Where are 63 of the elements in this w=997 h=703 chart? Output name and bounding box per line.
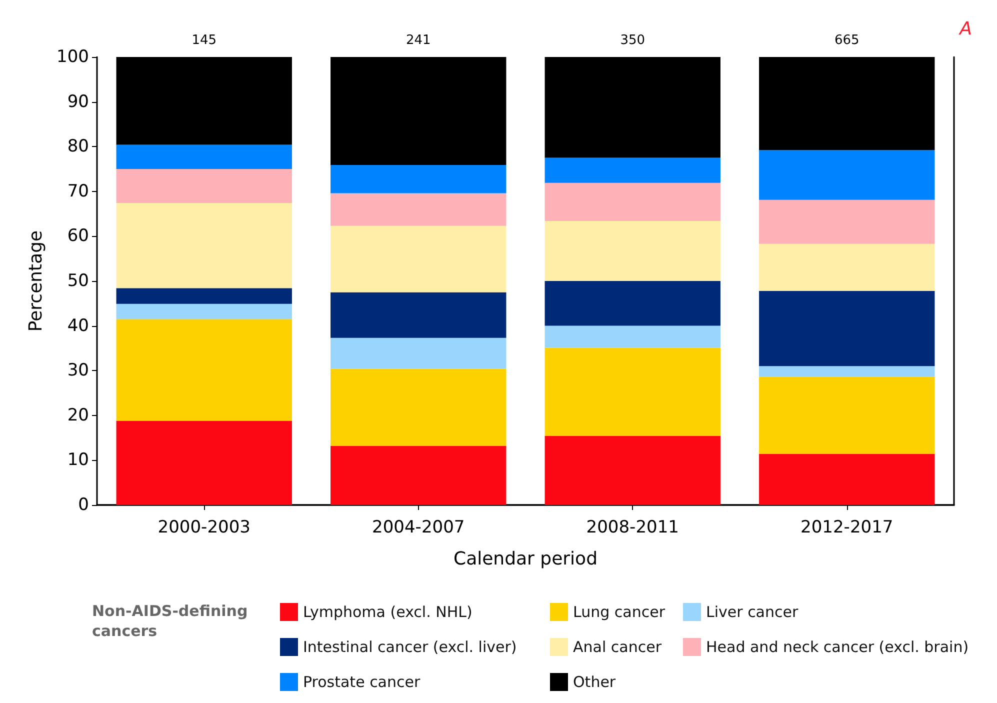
legend-label: Lung cancer xyxy=(573,603,666,621)
legend-label: Other xyxy=(573,673,616,691)
y-tick-label: 10 xyxy=(67,450,89,470)
bar xyxy=(759,150,935,200)
text: 350 xyxy=(620,33,646,48)
text: 145 xyxy=(192,33,217,48)
bar xyxy=(116,420,292,505)
x-axis-title: Calendar period xyxy=(454,548,598,570)
bar xyxy=(116,169,292,204)
x-tick-label: 2008-2011 xyxy=(586,518,679,538)
bar xyxy=(330,368,506,446)
bar xyxy=(116,57,292,145)
bar xyxy=(330,193,506,226)
bar xyxy=(330,226,506,292)
legend-label: Anal cancer xyxy=(573,638,662,656)
bar xyxy=(544,182,720,221)
x-tick-label: 2004-2007 xyxy=(372,518,465,538)
y-tick-label: 70 xyxy=(67,181,89,202)
legend-label: Head and neck cancer (excl. brain) xyxy=(706,638,969,656)
x-tick-label: 2012-2017 xyxy=(800,518,894,538)
bar xyxy=(116,288,292,304)
bar xyxy=(759,290,935,366)
bar xyxy=(116,203,292,288)
legend-label: Intestinal cancer (excl. liver) xyxy=(303,638,517,656)
legend-title: Non-AIDS-defining cancers xyxy=(92,602,248,640)
text: 665 xyxy=(834,33,860,48)
y-tick-label: 30 xyxy=(67,360,89,381)
bar xyxy=(544,220,720,281)
bar xyxy=(759,366,935,377)
y-tick-label: 50 xyxy=(67,271,89,291)
bar xyxy=(330,446,506,505)
bar xyxy=(759,57,935,150)
bar xyxy=(544,326,720,348)
bar xyxy=(330,292,506,338)
y-tick-label: 90 xyxy=(67,92,89,112)
bar xyxy=(544,436,720,505)
bar xyxy=(116,304,292,320)
text: A xyxy=(958,18,972,40)
y-axis-title: Percentage xyxy=(26,230,46,332)
bar xyxy=(759,376,935,454)
bar xyxy=(759,244,935,291)
text: 241 xyxy=(406,33,431,48)
bar xyxy=(116,319,292,421)
y-tick-label: 20 xyxy=(67,405,89,426)
x-tick-label: 2000-2003 xyxy=(158,518,250,538)
bar xyxy=(544,348,720,436)
legend-label: Prostate cancer xyxy=(303,673,421,691)
y-tick-label: 60 xyxy=(67,226,89,246)
y-tick-label: 100 xyxy=(56,47,89,67)
bar xyxy=(759,454,935,505)
y-tick-label: 40 xyxy=(67,316,89,336)
bar xyxy=(330,338,506,369)
bar xyxy=(330,57,506,165)
bar xyxy=(544,281,720,326)
legend-label: Lymphoma (excl. NHL) xyxy=(303,603,472,621)
bar xyxy=(544,158,720,183)
bar xyxy=(759,200,935,244)
y-tick-label: 80 xyxy=(67,136,89,157)
y-tick-label: 0 xyxy=(78,495,89,515)
bar xyxy=(544,57,720,158)
bar xyxy=(116,144,292,169)
bar xyxy=(330,164,506,194)
legend-label: Liver cancer xyxy=(706,603,799,621)
